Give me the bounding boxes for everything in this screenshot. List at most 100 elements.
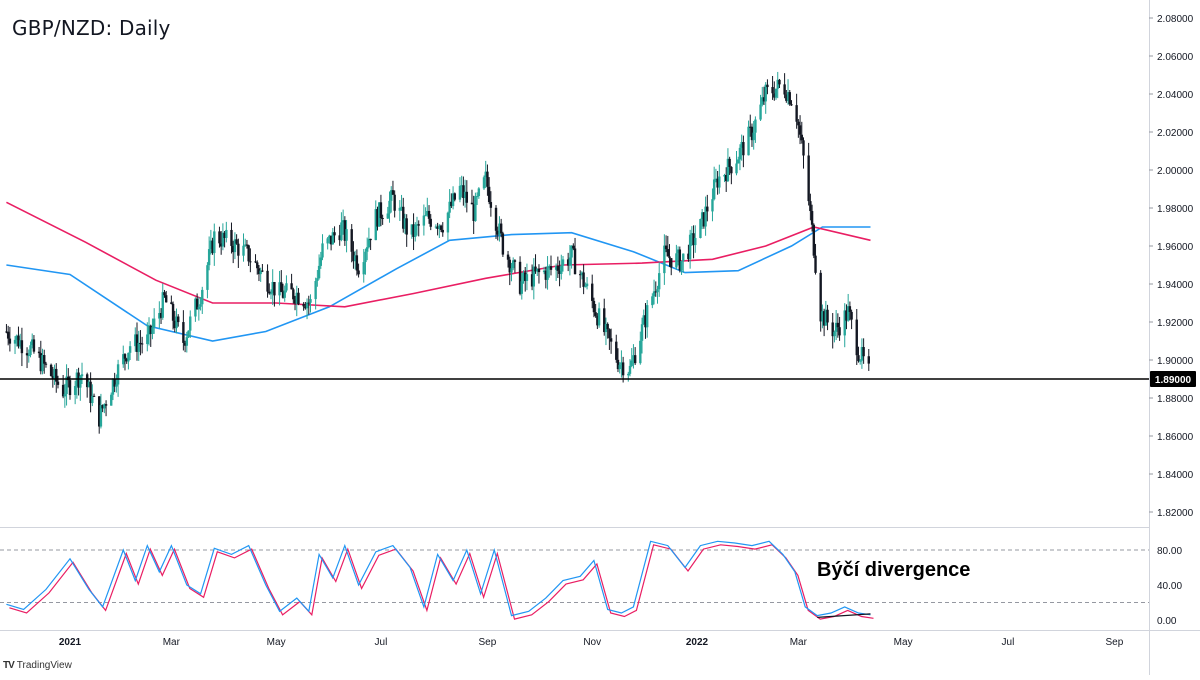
price-tick-label: 2.04000 xyxy=(1157,90,1194,101)
candle-body xyxy=(161,292,164,318)
candle-body xyxy=(845,310,848,321)
candle-body xyxy=(862,347,865,357)
candle-body xyxy=(436,226,439,229)
candle-body xyxy=(139,342,142,344)
candle-body xyxy=(305,302,309,309)
candle-body xyxy=(597,308,601,326)
candle-body xyxy=(280,282,283,292)
candle-body xyxy=(402,206,405,229)
candle-body xyxy=(426,210,429,216)
candle-body xyxy=(762,97,766,102)
candle-body xyxy=(670,258,673,268)
candle-body xyxy=(846,306,850,321)
candle-body xyxy=(116,364,120,385)
tradingview-brand[interactable]: TV TradingView xyxy=(3,660,72,671)
candle-body xyxy=(345,229,348,241)
time-tick-label: May xyxy=(894,637,913,648)
candle-body xyxy=(640,324,644,341)
candle-body xyxy=(135,334,139,352)
candle-body xyxy=(125,358,128,362)
candle-body xyxy=(391,190,395,195)
price-tick-label: 1.86000 xyxy=(1157,432,1194,443)
time-tick-label: Mar xyxy=(163,637,181,648)
candle-body xyxy=(723,174,726,177)
candle-body xyxy=(549,266,553,270)
candle-body xyxy=(718,176,721,188)
candle-body xyxy=(747,126,750,156)
support-level-badge xyxy=(1150,371,1196,387)
candle-body xyxy=(350,229,353,252)
candle-body xyxy=(209,240,213,250)
candle-body xyxy=(676,249,680,254)
candle-body xyxy=(369,238,372,241)
candle-body xyxy=(79,376,82,388)
candle-body xyxy=(510,268,513,273)
candle-body xyxy=(92,395,96,397)
candle-body xyxy=(115,384,118,387)
candle-body xyxy=(690,233,694,235)
candle-body xyxy=(127,352,130,362)
candle-body xyxy=(855,319,858,356)
candle-body xyxy=(104,404,108,406)
candle-body xyxy=(465,191,469,203)
candle-body xyxy=(15,335,18,340)
candle-body xyxy=(309,299,312,303)
candle-body xyxy=(403,218,407,229)
candle-body xyxy=(524,272,527,281)
candle-body xyxy=(754,119,757,133)
candle-body xyxy=(292,289,295,300)
candle-body xyxy=(544,270,548,280)
moving-average-line xyxy=(6,226,871,342)
candle-body xyxy=(439,225,443,230)
candle-body xyxy=(651,296,654,306)
candle-body xyxy=(795,105,798,122)
time-tick-label: Nov xyxy=(583,637,601,648)
candle-body xyxy=(199,304,202,307)
candle-body xyxy=(810,211,814,225)
candle-body xyxy=(728,158,731,167)
candle-body xyxy=(353,255,357,262)
candle-body xyxy=(742,142,745,156)
candle-body xyxy=(850,311,853,320)
price-tick-label: 1.92000 xyxy=(1157,318,1194,329)
candle-body xyxy=(740,142,743,148)
candle-body xyxy=(18,340,22,347)
candle-body xyxy=(858,360,862,362)
candle-body xyxy=(759,104,762,120)
candle-body xyxy=(55,368,58,382)
price-tick-label: 1.84000 xyxy=(1157,470,1194,481)
candle-body xyxy=(530,274,534,287)
candle-body xyxy=(687,253,690,260)
candle-body xyxy=(201,289,204,305)
candle-body xyxy=(427,210,431,219)
candle-body xyxy=(197,306,201,310)
candle-body xyxy=(281,291,285,298)
candle-body xyxy=(233,239,237,253)
candle-body xyxy=(68,380,72,396)
candle-body xyxy=(87,381,91,388)
candle-body xyxy=(694,237,697,246)
candle-body xyxy=(604,323,608,333)
candle-body xyxy=(158,313,161,319)
candle-body xyxy=(355,255,359,271)
candle-body xyxy=(554,265,558,270)
candle-body xyxy=(566,259,570,266)
candle-body xyxy=(218,231,221,244)
candle-body xyxy=(256,262,259,269)
candle-body xyxy=(778,79,781,85)
candle-body xyxy=(580,272,584,276)
candle-body xyxy=(25,353,29,356)
candle-body xyxy=(658,273,661,290)
candle-body xyxy=(572,245,575,249)
candle-body xyxy=(833,331,836,337)
candle-body xyxy=(290,283,293,290)
candle-body xyxy=(37,351,41,354)
candle-body xyxy=(494,207,498,231)
price-tick-label: 1.94000 xyxy=(1157,280,1194,291)
candle-body xyxy=(340,222,343,241)
candle-body xyxy=(836,322,840,328)
osc-tick-label: 0.00 xyxy=(1157,616,1177,627)
candle-body xyxy=(585,283,589,287)
candle-body xyxy=(584,286,587,288)
